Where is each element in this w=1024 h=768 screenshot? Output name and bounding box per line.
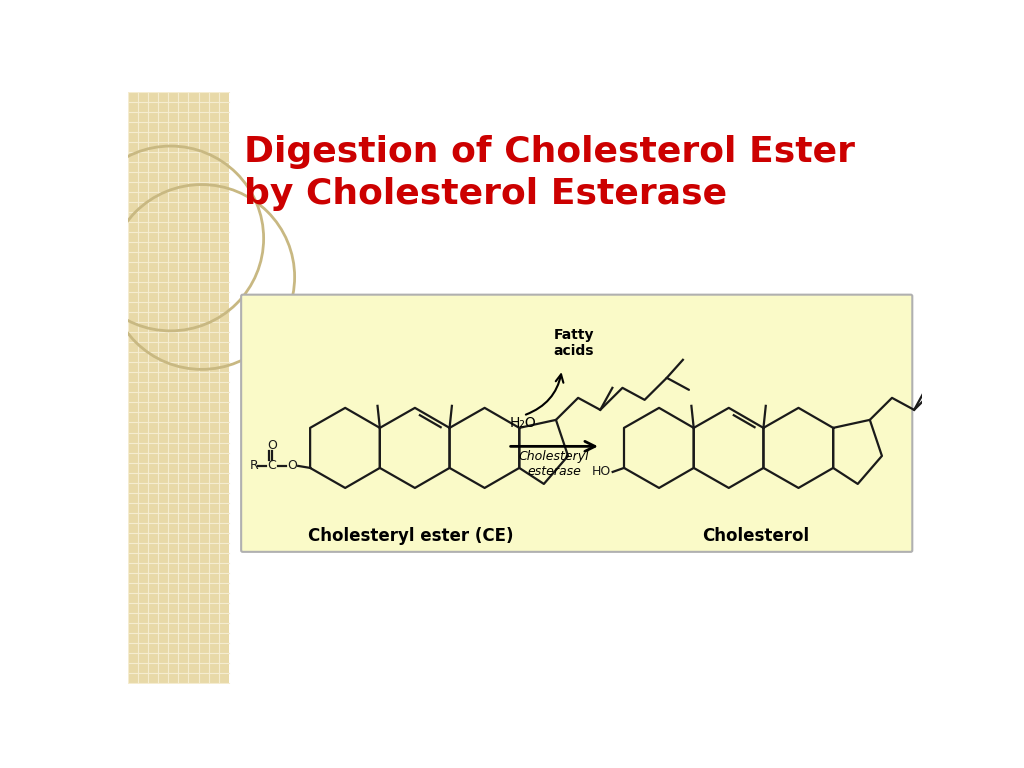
Text: O: O bbox=[287, 459, 297, 472]
Text: Cholesterol: Cholesterol bbox=[702, 527, 809, 545]
Text: by Cholesterol Esterase: by Cholesterol Esterase bbox=[245, 177, 727, 211]
Text: H₂O: H₂O bbox=[509, 416, 536, 430]
Text: R: R bbox=[249, 459, 258, 472]
Text: HO: HO bbox=[592, 465, 611, 478]
Text: O: O bbox=[267, 439, 276, 452]
Text: Cholesteryl ester (CE): Cholesteryl ester (CE) bbox=[308, 527, 514, 545]
Text: Cholesteryl
esterase: Cholesteryl esterase bbox=[519, 450, 590, 478]
FancyBboxPatch shape bbox=[241, 295, 912, 552]
Polygon shape bbox=[128, 92, 228, 684]
Text: Fatty
acids: Fatty acids bbox=[553, 328, 594, 358]
Text: Digestion of Cholesterol Ester: Digestion of Cholesterol Ester bbox=[245, 134, 855, 168]
Text: C: C bbox=[267, 459, 276, 472]
